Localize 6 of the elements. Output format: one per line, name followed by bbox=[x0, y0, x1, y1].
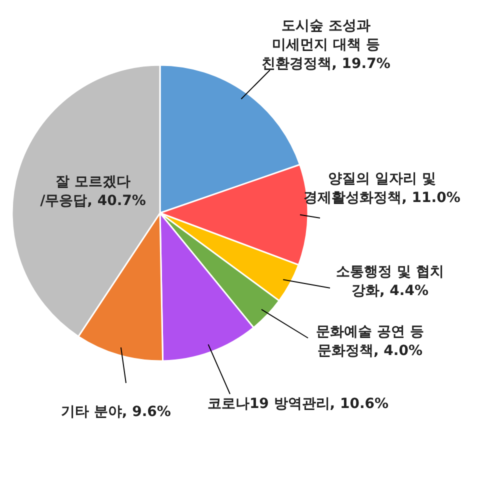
slice-label: 잘 모르겠다 /무응답, 40.7% bbox=[40, 174, 146, 209]
slice-label: 소통행정 및 협치 강화, 4.4% bbox=[336, 264, 444, 299]
slice-label: 문화예술 공연 등 문화정책, 4.0% bbox=[316, 324, 424, 359]
slice-label: 도시숲 조성과 미세먼지 대책 등 친환경정책, 19.7% bbox=[262, 18, 390, 72]
slice-label: 코로나19 방역관리, 10.6% bbox=[207, 396, 389, 412]
slice-label: 기타 분야, 9.6% bbox=[61, 404, 171, 420]
